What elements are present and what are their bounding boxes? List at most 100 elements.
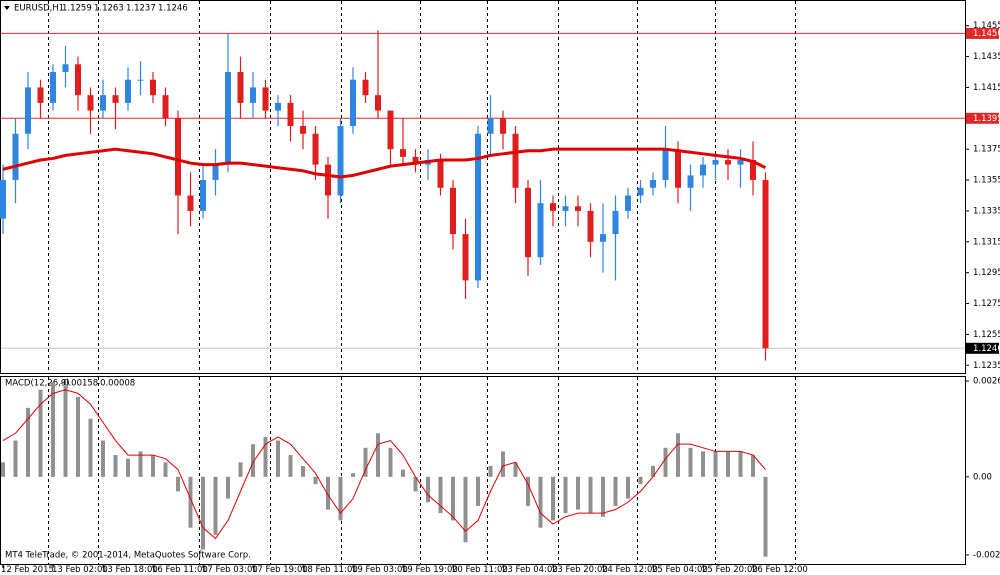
candle-body xyxy=(125,79,131,103)
macd-bar xyxy=(726,451,730,477)
candle-body xyxy=(362,79,369,96)
macd-bar xyxy=(226,476,230,499)
candle-body xyxy=(487,118,494,134)
y-tick-label: 1.1255 xyxy=(973,330,1000,340)
candle-body xyxy=(312,133,319,165)
candle-body xyxy=(537,203,544,258)
candle-body xyxy=(100,95,106,111)
macd-bar xyxy=(13,440,18,477)
candle-body xyxy=(575,206,581,211)
candle-body xyxy=(337,126,344,196)
y-tick-label: 1.1375 xyxy=(973,145,1000,155)
x-tick-label: 25 Feb 20:00 xyxy=(702,565,758,575)
macd-bar xyxy=(688,447,693,477)
macd-bar xyxy=(363,447,368,477)
macd-bar xyxy=(476,476,480,506)
macd-bar xyxy=(526,476,530,506)
candle-body xyxy=(637,187,644,196)
candle-body xyxy=(175,118,181,196)
macd-bar xyxy=(588,476,593,514)
x-tick-label: 23 Feb 04:00 xyxy=(502,565,558,575)
macd-bar xyxy=(626,476,630,499)
level-label-box xyxy=(966,112,999,124)
y-tick-label: 1.1275 xyxy=(973,299,1000,309)
macd-bar xyxy=(251,444,255,477)
x-tick-label: 19 Feb 03:00 xyxy=(352,565,408,575)
macd-bar xyxy=(651,465,655,477)
macd-bar xyxy=(288,455,293,477)
macd-bar xyxy=(351,473,355,477)
y-tick-label: 1.1335 xyxy=(973,206,1000,216)
macd-bar xyxy=(326,476,330,510)
candle-body xyxy=(12,133,19,181)
macd-bar xyxy=(276,440,280,477)
macd-bar xyxy=(301,465,305,477)
candle-body xyxy=(187,195,194,211)
candle-body xyxy=(400,149,406,157)
candle-body xyxy=(75,64,81,96)
macd-bar xyxy=(63,386,68,477)
y-tick-label: -0.00215 xyxy=(973,550,1000,560)
macd-bar xyxy=(1,462,5,477)
candle-body xyxy=(87,95,94,111)
macd-label: MACD(12,26,9) xyxy=(5,379,70,389)
macd-bar xyxy=(238,462,243,477)
candle-body xyxy=(375,95,381,111)
macd-bar xyxy=(676,433,680,477)
candle-body xyxy=(750,159,756,181)
x-tick-label: 23 Feb 20:00 xyxy=(552,565,608,575)
macd-bar xyxy=(263,436,268,477)
candle-body xyxy=(712,159,719,165)
ohlc-value: 1.1263 xyxy=(94,4,124,14)
macd-bar xyxy=(638,476,643,485)
menu-arrow[interactable] xyxy=(4,6,10,10)
candle-body xyxy=(500,118,506,134)
macd-bar xyxy=(551,476,555,521)
candle-body xyxy=(262,87,269,111)
x-tick-label: 17 Feb 03:00 xyxy=(202,565,258,575)
y-tick-label: 1.1455 xyxy=(973,21,1000,31)
candle-body xyxy=(112,95,119,103)
x-tick-label: 17 Feb 19:00 xyxy=(252,565,308,575)
macd-bar xyxy=(438,476,443,514)
macd-bar xyxy=(38,389,43,477)
candle-body xyxy=(37,87,44,103)
last-price-label: 1.1246 xyxy=(973,344,1000,354)
ohlc-value: 1.1237 xyxy=(126,4,156,14)
y-tick-label: 1.1415 xyxy=(973,83,1000,93)
candle-body xyxy=(450,187,456,235)
x-tick-label: 20 Feb 11:00 xyxy=(452,565,508,575)
y-tick-label: 1.1295 xyxy=(973,268,1000,278)
candle-body xyxy=(237,72,244,103)
signal-line xyxy=(2,389,766,540)
candle-body xyxy=(287,102,294,127)
macd-bar xyxy=(488,465,493,477)
macd-bar xyxy=(413,476,418,492)
y-tick-label: 0.00264 xyxy=(973,376,1000,386)
macd-bar xyxy=(501,451,505,477)
macd-bar xyxy=(601,476,605,517)
candle-body xyxy=(612,210,619,235)
macd-bar xyxy=(188,476,193,528)
macd-bar xyxy=(763,476,768,557)
macd-bar xyxy=(126,458,130,477)
macd-bar xyxy=(713,451,718,477)
macd-bar xyxy=(426,476,430,503)
macd-bar xyxy=(701,451,705,477)
macd-bar xyxy=(338,476,343,521)
copyright: MT4 TeleTrade, © 2001-2014, MetaQuotes S… xyxy=(5,551,251,561)
candle-body xyxy=(387,110,394,150)
x-tick-label: 19 Feb 19:00 xyxy=(402,565,458,575)
candle-body xyxy=(225,72,231,165)
candle-body xyxy=(350,79,356,127)
symbol-label: EURUSD,H1 xyxy=(14,4,64,14)
macd-bar xyxy=(113,455,118,477)
x-tick-label: 26 Feb 12:00 xyxy=(752,565,808,575)
candle-body xyxy=(550,203,556,211)
ohlc-value: 1.1246 xyxy=(158,4,188,14)
macd-value: -0.00008 xyxy=(97,379,135,389)
x-tick-label: 24 Feb 12:00 xyxy=(602,565,658,575)
macd-bar xyxy=(576,476,580,510)
